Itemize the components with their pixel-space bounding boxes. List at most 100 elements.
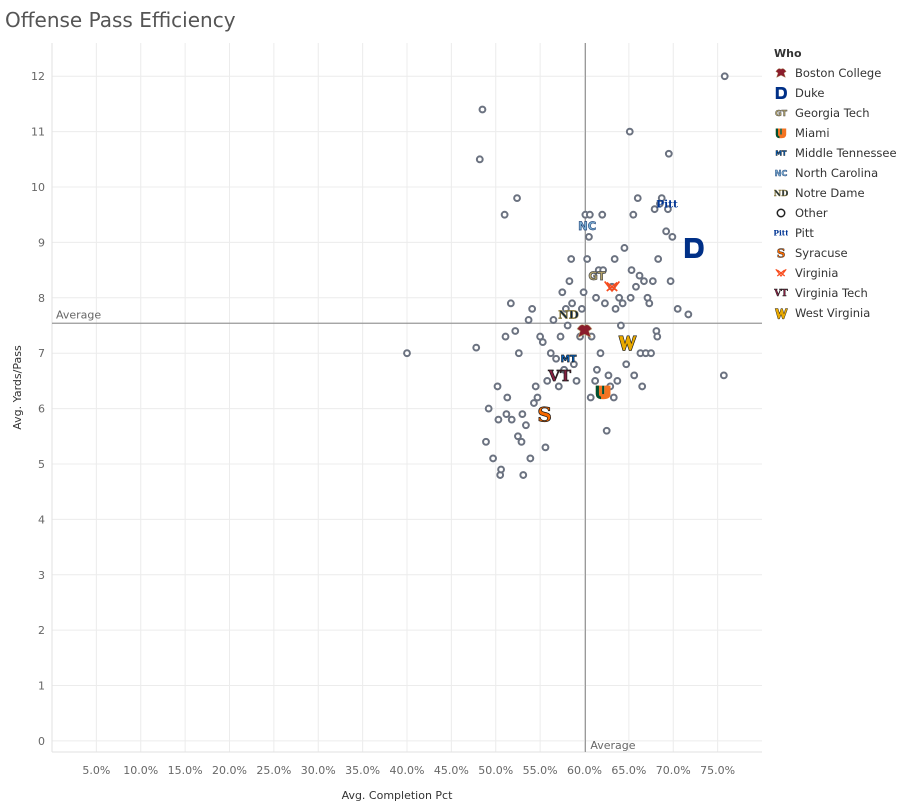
other-team-point (518, 410, 527, 419)
mtsu-icon: MT (775, 149, 787, 157)
y-tick-label: 8 (38, 292, 45, 305)
other-team-point (650, 205, 659, 214)
legend-item[interactable]: West Virginia (774, 303, 909, 323)
other-team-point (577, 304, 586, 313)
other-team-point (530, 399, 538, 407)
other-team-point (668, 232, 677, 241)
other-team-point (568, 299, 576, 308)
reference-lines: Average Average (52, 43, 762, 752)
other-team-point (502, 410, 511, 419)
other-team-point (524, 316, 533, 324)
other-team-point (615, 293, 624, 302)
legend-item[interactable]: ND Notre Dame (774, 183, 909, 203)
x-tick-label: 60.0% (567, 764, 602, 777)
other-team-point (560, 365, 568, 374)
other-team-point (514, 349, 523, 358)
x-tick-label: 15.0% (168, 764, 203, 777)
other-team-point (609, 393, 618, 402)
mtsu-icon: MT (774, 146, 788, 160)
other-team-point (653, 332, 662, 341)
legend-item[interactable]: NC North Carolina (774, 163, 909, 183)
other-team-point (591, 376, 600, 385)
other-team-point (506, 299, 515, 308)
legend-label: Georgia Tech (795, 106, 870, 120)
other-team-point (403, 349, 411, 358)
x-tick-label: 30.0% (301, 764, 336, 777)
other-team-point (611, 304, 620, 313)
other-team-point (610, 255, 619, 263)
miami-u-icon (595, 385, 611, 400)
legend-label: North Carolina (795, 166, 879, 180)
other-team-point (556, 332, 565, 341)
legend-item[interactable]: Duke (774, 83, 909, 103)
legend-item[interactable]: VT Virginia Tech (774, 283, 909, 303)
x-tick-label: 35.0% (345, 764, 380, 777)
wv-icon (774, 306, 788, 320)
x-tick-label: 5.0% (82, 764, 110, 777)
other-team-point (664, 205, 672, 214)
legend-label: Syracuse (795, 246, 848, 260)
other-team-point (586, 393, 595, 402)
legend-item[interactable]: Pitt Pitt (774, 223, 909, 243)
legend-item[interactable]: S Syracuse (774, 243, 909, 263)
svg-text:S: S (537, 402, 551, 426)
gt-icon: GT (774, 106, 788, 120)
x-tick-label: 70.0% (656, 764, 691, 777)
other-team-point (596, 349, 605, 358)
svg-text:ND: ND (558, 308, 579, 322)
other-team-point (616, 321, 625, 330)
pitt-icon-glyph: Pitt (774, 229, 788, 238)
other-team-point (528, 304, 537, 313)
y-tick-label: 2 (38, 624, 45, 637)
legend-item[interactable]: Boston College (774, 63, 909, 83)
vt-icon: VT (774, 289, 788, 299)
duke-d-icon (774, 86, 788, 100)
other-team-point (645, 299, 654, 308)
svg-text:GT: GT (588, 269, 605, 283)
other-team-point (629, 210, 638, 219)
duke-d-icon-glyph (775, 87, 787, 99)
y-tick-label: 9 (38, 236, 45, 249)
legend-item[interactable]: Other (774, 203, 909, 223)
other-team-point (482, 437, 490, 446)
y-tick-label: 3 (38, 569, 45, 582)
legend: Who Boston College Duke GT Georgia Tech Miam… (774, 47, 909, 323)
x-average-label: Average (590, 739, 635, 752)
legend-label: Duke (795, 86, 825, 100)
legend-item[interactable]: MT Middle Tennessee (774, 143, 909, 163)
nd-icon: ND (774, 186, 788, 200)
other-team-point (593, 365, 601, 374)
other-team-point (684, 310, 693, 319)
other-team-point (638, 382, 647, 391)
x-tick-label: 20.0% (212, 764, 247, 777)
other-team-point (511, 327, 520, 335)
other-team-point (654, 255, 663, 263)
other-team-point (513, 194, 521, 202)
legend-label: Virginia (795, 266, 839, 280)
legend-item[interactable]: Virginia (774, 263, 909, 283)
virginia-icon (774, 266, 788, 280)
other-team-point (489, 454, 497, 463)
syracuse-s-icon: S (537, 402, 552, 427)
other-team-point (522, 421, 530, 430)
virginia-icon (775, 268, 787, 277)
other-team-point (494, 415, 503, 424)
other-team-point (648, 277, 657, 286)
legend-item[interactable]: Miami (774, 123, 909, 143)
mtsu-icon: MT (560, 354, 577, 366)
other-team-point (561, 304, 570, 313)
x-axis-label: Avg. Completion Pct (342, 789, 454, 802)
legend-item[interactable]: GT Georgia Tech (774, 103, 909, 123)
legend-label: Middle Tennessee (795, 146, 897, 160)
x-tick-label: 50.0% (478, 764, 513, 777)
other-team-point (664, 149, 673, 158)
y-tick-label: 11 (31, 126, 45, 139)
grid (51, 43, 762, 753)
duke-d-icon (684, 237, 704, 258)
legend-label: West Virginia (795, 306, 871, 320)
legend-label: Other (795, 206, 828, 220)
other-team-point (635, 271, 644, 280)
eagle-icon (576, 324, 593, 338)
other-team-point (549, 316, 558, 324)
other-team-point (558, 288, 567, 297)
